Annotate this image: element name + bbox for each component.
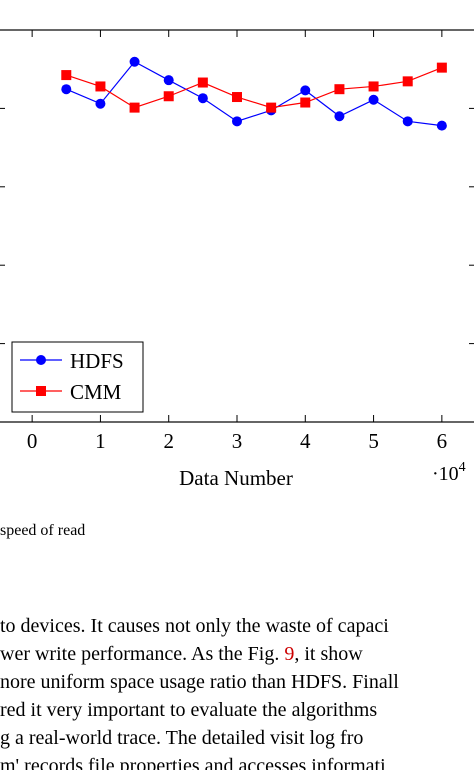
- plot-frame: [0, 29, 474, 423]
- legend-box: [11, 341, 144, 413]
- x-tick-label: 5: [368, 429, 379, 453]
- data-point-hdfs: [197, 93, 208, 104]
- body-text: to devices. It causes not only the waste…: [0, 612, 474, 770]
- body-line: red it very important to evaluate the al…: [0, 699, 378, 721]
- x-tick-label: 3: [232, 429, 243, 453]
- series-line-cmm: [66, 67, 443, 109]
- data-point-cmm: [334, 84, 345, 95]
- body-line: nore uniform space usage ratio than HDFS…: [0, 671, 399, 693]
- data-point-hdfs: [436, 120, 447, 131]
- data-point-cmm: [266, 102, 277, 113]
- x-tick-labels: 0 1 2 3 4 5 6: [27, 429, 447, 453]
- data-point-cmm: [232, 92, 242, 103]
- series-line-hdfs: [66, 60, 442, 127]
- x-tick-label: 6: [437, 429, 448, 453]
- body-line: g a real-world trace. The detailed visit…: [0, 727, 364, 749]
- body-line-part: wer write performance. As the Fig.: [0, 643, 285, 665]
- legend-hdfs-marker: [36, 355, 46, 365]
- body-line-part: , it show: [294, 643, 363, 665]
- data-point-hdfs: [129, 56, 140, 67]
- legend-cmm-marker: [36, 386, 46, 396]
- legend-hdfs-label: HDFS: [70, 349, 124, 373]
- body-line: wer write performance. As the Fig. 9, it…: [0, 640, 474, 668]
- read-speed-chart: 0 1 2 3 4 5 6 Data Number ·104 HDFS CMM: [0, 29, 474, 490]
- data-point-cmm: [402, 76, 413, 87]
- data-point-cmm: [300, 97, 311, 108]
- data-point-hdfs: [95, 98, 106, 109]
- data-point-cmm: [436, 62, 447, 73]
- series-layer: [61, 56, 447, 131]
- data-point-cmm: [197, 77, 208, 88]
- data-point-hdfs: [368, 94, 379, 105]
- body-line: to devices. It causes not only the waste…: [0, 615, 389, 637]
- legend-cmm-label: CMM: [70, 380, 122, 404]
- x-axis-multiplier: ·104: [432, 460, 466, 485]
- x-tick-label: 1: [95, 429, 106, 453]
- data-point-cmm: [129, 102, 140, 113]
- axis-ticks: [0, 30, 474, 422]
- data-point-hdfs: [232, 116, 242, 127]
- data-point-hdfs: [61, 84, 72, 95]
- x-tick-label: 4: [300, 429, 311, 453]
- data-point-cmm: [61, 70, 72, 81]
- x-tick-label: 0: [27, 429, 38, 453]
- figure-caption: speed of read: [0, 522, 86, 539]
- data-point-hdfs: [163, 75, 174, 86]
- data-point-hdfs: [334, 111, 345, 122]
- data-point-cmm: [163, 91, 174, 102]
- x-tick-label: 2: [163, 429, 174, 453]
- data-point-hdfs: [300, 85, 311, 96]
- data-point-hdfs: [402, 116, 413, 127]
- data-point-cmm: [95, 81, 106, 92]
- body-line: m' records file properties and accesses …: [0, 755, 386, 770]
- data-point-cmm: [368, 81, 379, 92]
- x-axis-label: Data Number: [179, 466, 293, 490]
- figure-reference-link[interactable]: 9: [284, 643, 295, 665]
- legend: HDFS CMM: [11, 341, 144, 413]
